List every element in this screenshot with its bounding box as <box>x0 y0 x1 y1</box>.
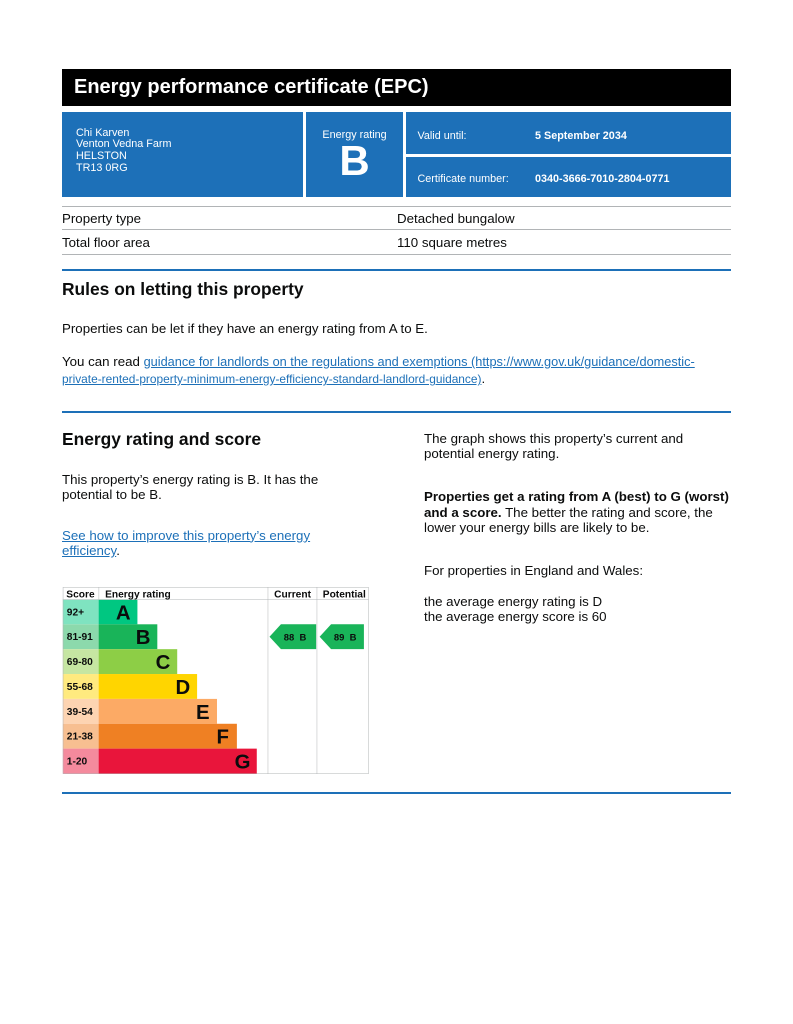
svg-text:Score: Score <box>66 590 95 601</box>
svg-text:F: F <box>216 727 228 749</box>
svg-text:21-38: 21-38 <box>67 732 93 743</box>
svg-text:B: B <box>350 633 357 644</box>
svg-text:Energy rating: Energy rating <box>105 590 171 601</box>
svg-text:88: 88 <box>284 633 295 644</box>
svg-text:C: C <box>156 652 171 674</box>
svg-text:69-80: 69-80 <box>67 657 93 668</box>
svg-text:39-54: 39-54 <box>67 707 93 718</box>
svg-text:Potential: Potential <box>323 590 366 601</box>
svg-text:Current: Current <box>274 590 311 601</box>
svg-text:81-91: 81-91 <box>67 632 93 643</box>
svg-text:G: G <box>235 752 251 774</box>
svg-text:55-68: 55-68 <box>67 682 93 693</box>
svg-text:A: A <box>116 602 131 624</box>
svg-text:92+: 92+ <box>67 607 84 618</box>
svg-text:1-20: 1-20 <box>67 757 88 768</box>
svg-text:D: D <box>176 677 191 699</box>
svg-text:89: 89 <box>334 633 345 644</box>
svg-text:B: B <box>300 633 307 644</box>
svg-text:B: B <box>136 627 151 649</box>
svg-text:E: E <box>196 702 210 724</box>
